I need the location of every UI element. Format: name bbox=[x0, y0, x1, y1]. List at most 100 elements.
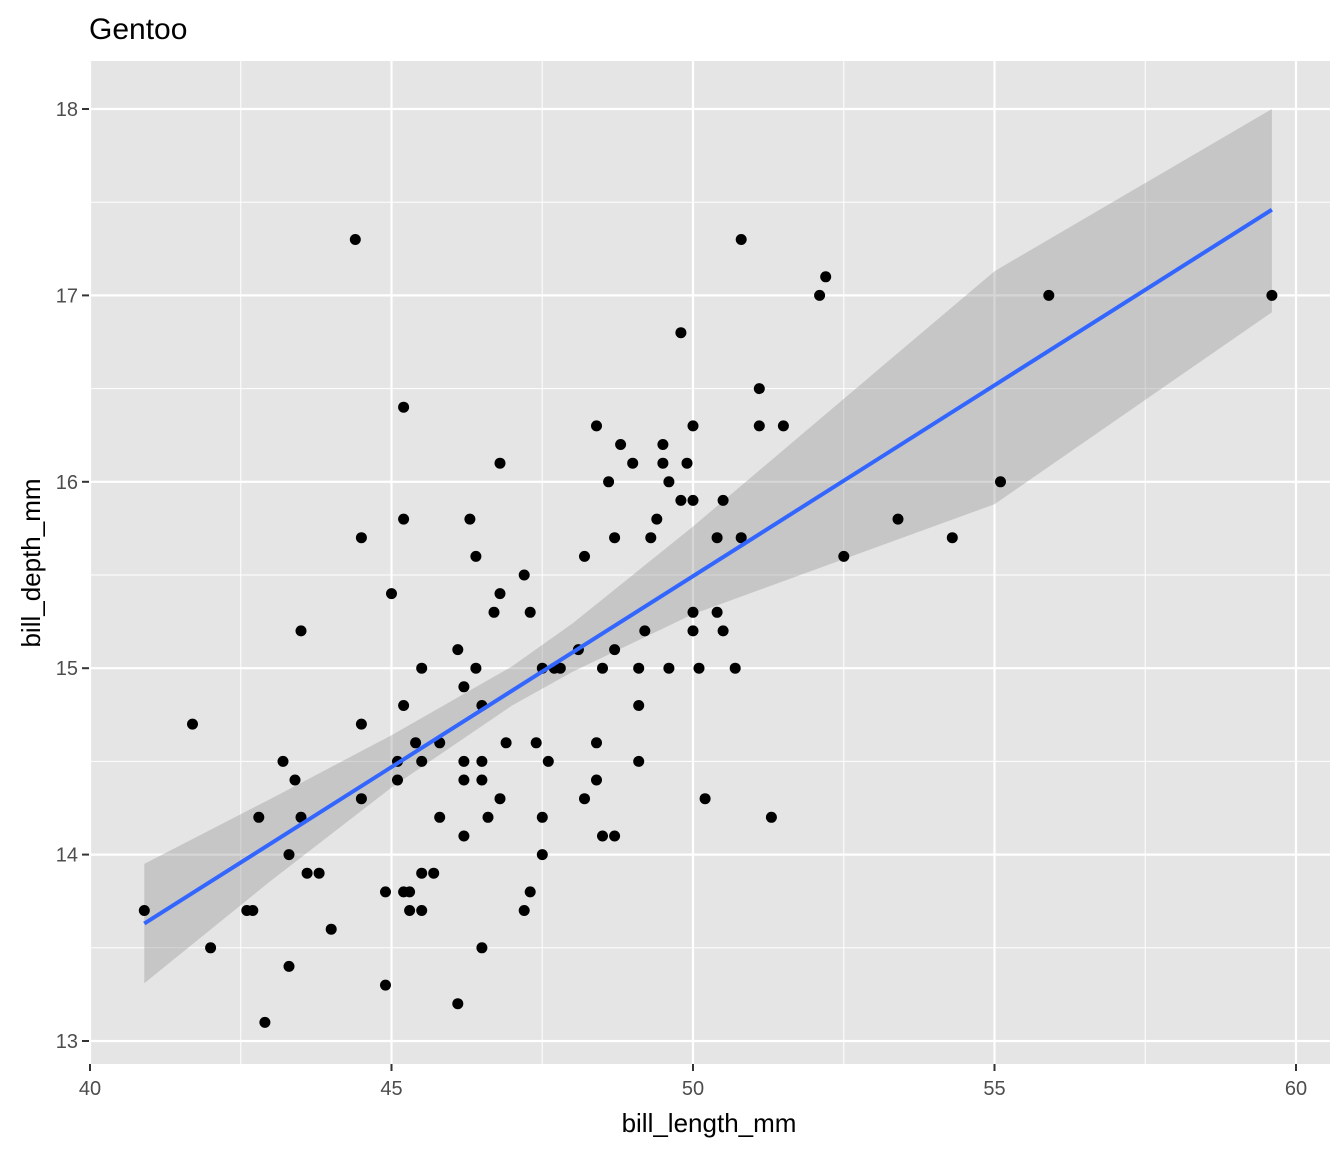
data-point bbox=[687, 494, 699, 506]
data-point bbox=[434, 811, 446, 823]
data-point bbox=[247, 905, 259, 916]
data-point bbox=[410, 737, 422, 749]
data-point bbox=[518, 569, 530, 581]
data-point bbox=[579, 793, 590, 805]
data-point bbox=[699, 793, 711, 805]
data-point bbox=[524, 886, 536, 898]
data-point bbox=[398, 513, 410, 525]
data-point bbox=[735, 234, 747, 245]
data-point bbox=[458, 681, 470, 693]
x-tick-label: 40 bbox=[79, 1078, 101, 1100]
data-point bbox=[458, 774, 470, 786]
data-point bbox=[187, 718, 198, 730]
data-point bbox=[542, 755, 554, 767]
data-point bbox=[717, 494, 729, 506]
data-point bbox=[259, 1016, 271, 1028]
data-point bbox=[253, 811, 265, 823]
y-axis-title: bill_depth_mm bbox=[16, 478, 46, 647]
data-point bbox=[609, 644, 621, 656]
data-point bbox=[633, 662, 645, 674]
data-point bbox=[633, 755, 645, 767]
data-point bbox=[416, 662, 428, 674]
data-point bbox=[735, 532, 747, 544]
data-point bbox=[295, 811, 307, 823]
data-point bbox=[313, 867, 325, 879]
data-point bbox=[494, 457, 506, 469]
data-point bbox=[380, 979, 391, 991]
data-point bbox=[814, 289, 826, 301]
data-point bbox=[687, 606, 699, 618]
major-gridlines bbox=[88, 61, 1330, 1064]
data-point bbox=[591, 774, 602, 786]
plot-background bbox=[89, 61, 1330, 1064]
data-point bbox=[820, 271, 832, 283]
data-point bbox=[301, 867, 313, 879]
confidence-band bbox=[144, 109, 1272, 984]
data-point bbox=[554, 662, 566, 674]
data-point bbox=[995, 476, 1006, 488]
data-point bbox=[458, 755, 470, 767]
y-tick-label: 13 bbox=[56, 1031, 78, 1053]
data-point bbox=[675, 494, 687, 506]
data-point bbox=[283, 960, 295, 972]
data-point bbox=[651, 513, 663, 525]
data-point bbox=[428, 867, 440, 879]
data-point bbox=[838, 550, 850, 562]
data-point bbox=[681, 457, 693, 469]
data-point bbox=[392, 774, 403, 786]
data-point bbox=[753, 383, 765, 395]
data-point bbox=[693, 662, 705, 674]
data-point bbox=[295, 625, 307, 637]
data-point bbox=[591, 737, 602, 749]
data-point bbox=[729, 662, 741, 674]
data-point bbox=[470, 662, 482, 674]
y-tick-label: 14 bbox=[56, 845, 78, 867]
minor-gridlines bbox=[89, 61, 1330, 1064]
data-point bbox=[452, 998, 464, 1010]
data-point bbox=[416, 867, 428, 879]
data-point bbox=[458, 830, 470, 842]
data-point bbox=[386, 588, 397, 600]
data-point bbox=[615, 439, 627, 450]
data-point bbox=[380, 886, 391, 898]
data-point bbox=[476, 942, 488, 954]
y-tick-label: 17 bbox=[56, 285, 78, 307]
data-point bbox=[675, 327, 687, 339]
data-point bbox=[500, 737, 512, 749]
data-point bbox=[687, 625, 699, 637]
data-point bbox=[416, 755, 428, 767]
data-point bbox=[289, 774, 301, 786]
data-point bbox=[753, 420, 765, 432]
data-point bbox=[639, 625, 651, 637]
data-point bbox=[494, 588, 506, 600]
y-tick-label: 15 bbox=[56, 658, 78, 680]
data-point bbox=[1266, 289, 1278, 301]
data-point bbox=[355, 532, 367, 544]
data-point bbox=[591, 420, 602, 432]
x-tick-label: 55 bbox=[983, 1078, 1005, 1100]
data-point bbox=[325, 923, 337, 935]
data-point bbox=[355, 718, 367, 730]
x-tick-label: 45 bbox=[380, 1078, 402, 1100]
data-point bbox=[657, 457, 669, 469]
data-point bbox=[777, 420, 789, 432]
x-axis-title: bill_length_mm bbox=[622, 1108, 797, 1138]
data-point bbox=[476, 755, 488, 767]
data-point bbox=[518, 905, 530, 916]
data-point bbox=[597, 830, 608, 842]
data-point bbox=[398, 700, 410, 711]
data-point bbox=[470, 550, 482, 562]
data-point bbox=[603, 476, 615, 488]
data-point bbox=[946, 532, 958, 544]
data-point bbox=[645, 532, 657, 544]
data-point bbox=[476, 774, 488, 786]
data-point bbox=[892, 513, 904, 525]
y-tick-label: 18 bbox=[56, 99, 78, 121]
data-point bbox=[488, 606, 500, 618]
data-point bbox=[663, 476, 675, 488]
data-point bbox=[536, 849, 548, 861]
data-point bbox=[530, 737, 542, 749]
regression-line bbox=[143, 207, 1273, 926]
x-tick-label: 50 bbox=[682, 1078, 704, 1100]
